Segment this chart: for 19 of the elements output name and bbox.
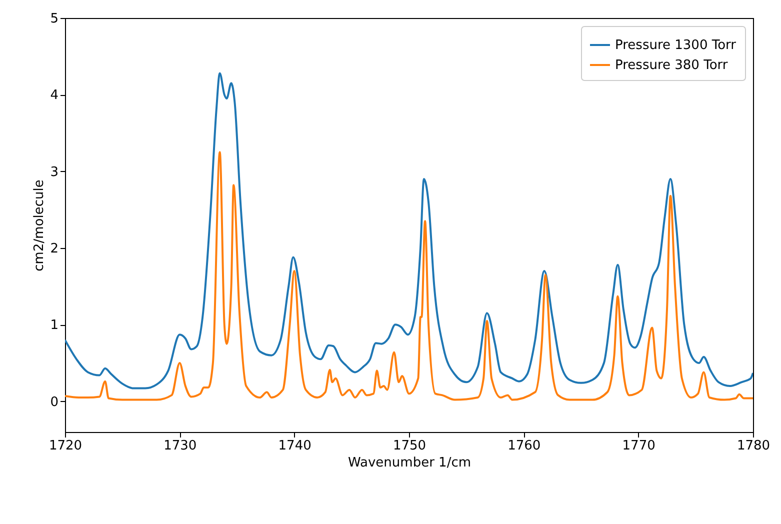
x-tick-label: 1770 [622,438,656,454]
y-tick-label: 2 [50,242,58,256]
x-tick-label: 1720 [48,438,82,454]
y-tick-label: 4 [50,88,58,104]
y-tick-label: 5 [50,12,58,26]
y-tick-label: 1 [50,318,58,334]
legend-label: Pressure 1300 Torr [615,38,737,53]
x-tick-label: 1780 [736,438,770,454]
x-tick-label: 1760 [508,438,541,454]
line-series [65,151,753,401]
y-axis-title: cm2/molecule [32,180,48,272]
x-axis-title: Wavenumber 1/cm [348,456,472,470]
line-series [65,72,753,390]
y-tick-label: 0 [50,394,58,410]
x-tick-label: 1750 [392,438,426,454]
legend-label: Pressure 380 Torr [615,58,728,73]
x-tick-label: 1730 [164,438,197,454]
y-tick-label: 3 [50,164,58,180]
x-tick-label: 1740 [278,438,312,454]
